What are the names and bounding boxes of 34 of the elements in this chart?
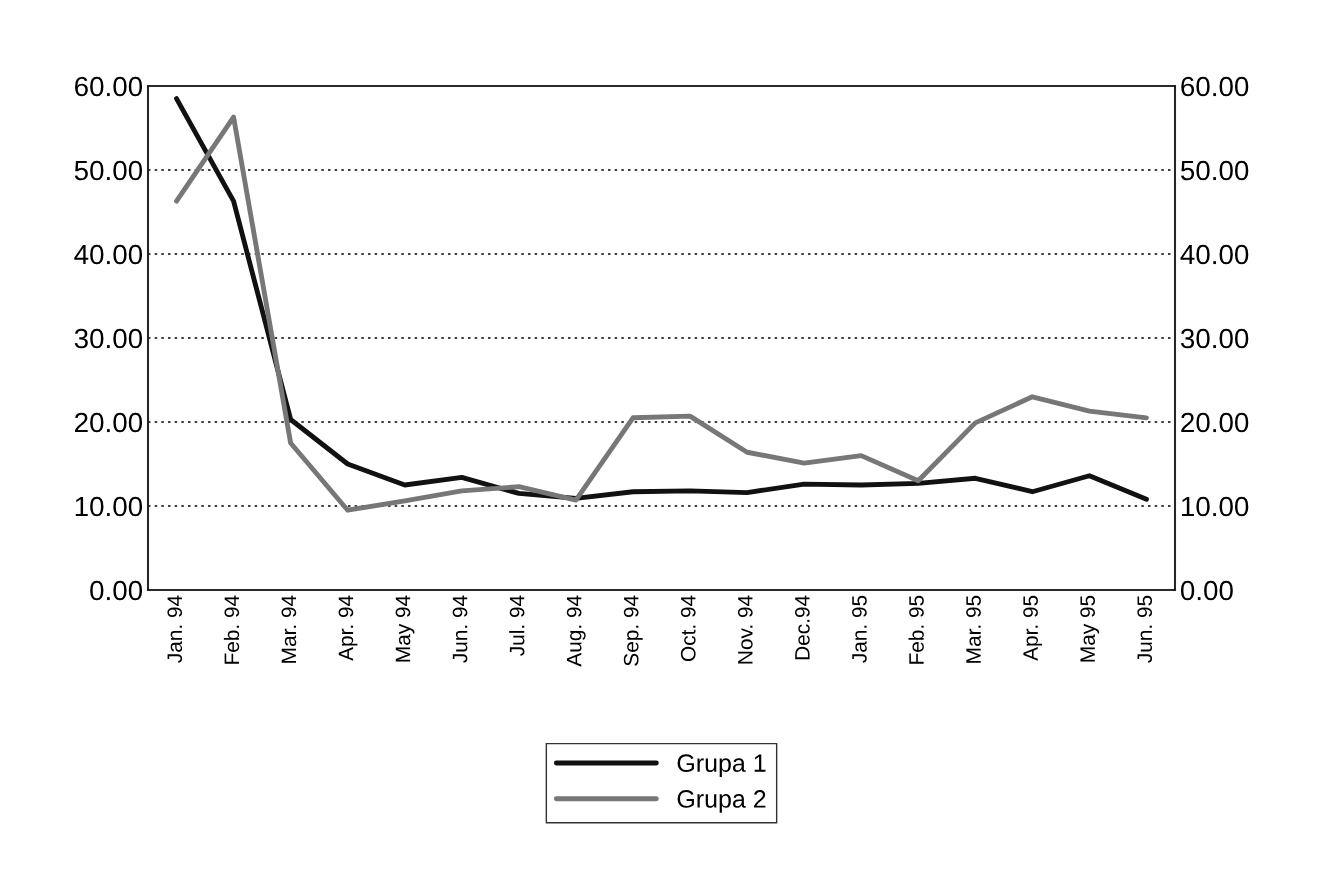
x-tick-label: Oct. 94 bbox=[680, 595, 696, 662]
y2-tick-label: 0.00 bbox=[1180, 580, 1233, 601]
x-tick-label: Apr. 95 bbox=[1023, 595, 1043, 661]
x-tick-label: Apr. 94 bbox=[338, 595, 358, 661]
x-tick-label: Jun. 95 bbox=[1137, 595, 1153, 663]
x-tick-label: Dec.94 bbox=[794, 595, 810, 660]
x-tick-label: Aug. 94 bbox=[566, 595, 586, 667]
x-tick-label: Feb. 95 bbox=[908, 595, 924, 664]
y2-tick-label: 10.00 bbox=[1181, 496, 1249, 517]
y2-tick-label: 60.00 bbox=[1181, 76, 1249, 97]
x-tick-label: Nov. 94 bbox=[737, 595, 753, 664]
y-tick-label: 40.00 bbox=[74, 244, 143, 265]
x-tick-label: Feb. 94 bbox=[223, 595, 240, 664]
legend-label: Grupa 1 bbox=[677, 754, 766, 777]
y-tick-label: 50.00 bbox=[74, 160, 143, 181]
x-tick-label: Jan. 94 bbox=[167, 595, 183, 663]
y-tick-label: 0.00 bbox=[90, 580, 143, 601]
legend-label: Grupa 2 bbox=[677, 790, 766, 813]
x-tick-label: Mar. 94 bbox=[281, 595, 297, 663]
y-tick-label: 20.00 bbox=[75, 412, 143, 433]
x-tick-label: May 94 bbox=[395, 595, 415, 662]
y2-tick-label: 40.00 bbox=[1180, 244, 1249, 265]
x-tick-label: May 95 bbox=[1080, 595, 1100, 662]
y2-tick-label: 50.00 bbox=[1180, 160, 1249, 181]
x-tick-label: Sep. 94 bbox=[623, 595, 643, 666]
y-tick-label: 30.00 bbox=[74, 328, 143, 349]
y2-tick-label: 20.00 bbox=[1181, 412, 1249, 433]
x-tick-label: Jun. 94 bbox=[452, 595, 468, 663]
y2-tick-label: 30.00 bbox=[1180, 328, 1249, 349]
x-tick-label: Jan. 95 bbox=[852, 595, 867, 663]
y-tick-label: 60.00 bbox=[75, 76, 143, 97]
x-tick-label: Jul. 94 bbox=[509, 595, 525, 656]
x-tick-label: Mar. 95 bbox=[966, 595, 981, 663]
y-tick-label: 10.00 bbox=[75, 496, 143, 517]
